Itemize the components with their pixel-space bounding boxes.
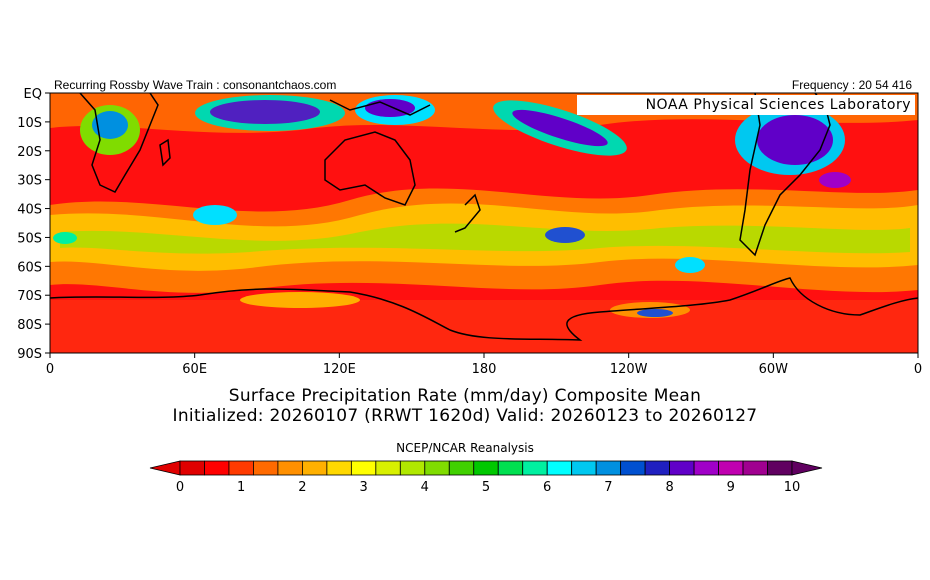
lat-label: 10S	[17, 116, 42, 131]
noaa-label: NOAA Physical Sciences Laboratory	[577, 95, 915, 115]
colorbar-swatch	[693, 460, 719, 476]
colorbar-label: 7	[604, 480, 612, 495]
colorbar-swatch	[718, 460, 744, 476]
colorbar-swatch	[350, 460, 377, 476]
colorbar-swatch	[277, 460, 303, 476]
colorbar-label: 6	[543, 480, 551, 495]
longitude-axis: 0 60E 120E 180 120W 60W 0	[46, 353, 922, 377]
colorbar-label: 5	[482, 480, 490, 495]
colorbar-label: 9	[727, 480, 735, 495]
colorbar-swatch	[571, 460, 597, 476]
lat-label: 70S	[17, 289, 42, 304]
colorbar-swatch	[253, 460, 279, 476]
colorbar: 0 1 2 3 4 5 6 7 8 9 10	[149, 460, 823, 495]
lat-label: 30S	[17, 174, 42, 189]
lat-label: 40S	[17, 203, 42, 218]
colorbar-arrow-right	[791, 460, 823, 476]
latitude-axis: EQ 10S 20S 30S 40S 50S 60S 70S 80S 90S	[17, 87, 50, 362]
colorbar-swatch	[546, 460, 573, 476]
lon-label: 0	[914, 362, 922, 377]
lon-label: 120W	[610, 362, 648, 377]
lat-label: 80S	[17, 318, 42, 333]
colorbar-swatch	[204, 460, 230, 476]
colorbar-swatch	[644, 460, 670, 476]
plot-title-line1: Surface Precipitation Rate (mm/day) Comp…	[228, 386, 702, 406]
lat-label: EQ	[24, 87, 42, 102]
colorbar-swatch	[742, 460, 768, 476]
data-source-label: NCEP/NCAR Reanalysis	[396, 441, 534, 455]
header-right-text: Frequency : 20 54 416	[791, 78, 912, 92]
colorbar-swatch	[399, 460, 426, 476]
lon-label: 180	[472, 362, 497, 377]
lat-label: 50S	[17, 231, 42, 246]
lon-label: 60E	[182, 362, 207, 377]
colorbar-swatch	[522, 460, 548, 476]
colorbar-swatch	[301, 460, 328, 476]
lon-label: 60W	[759, 362, 789, 377]
colorbar-swatch	[595, 460, 622, 476]
colorbar-swatch	[767, 460, 793, 476]
colorbar-swatch	[620, 460, 646, 476]
colorbar-arrow-left	[149, 460, 181, 476]
lon-label: 120E	[323, 362, 356, 377]
colorbar-swatch	[669, 460, 695, 476]
colorbar-swatch	[497, 460, 524, 476]
colorbar-swatch	[424, 460, 450, 476]
plot-title-line2: Initialized: 20260107 (RRWT 1620d) Valid…	[172, 406, 758, 426]
colorbar-label: 3	[359, 480, 367, 495]
colorbar-label: 0	[176, 480, 184, 495]
colorbar-swatch	[326, 460, 352, 476]
colorbar-swatch	[228, 460, 254, 476]
lon-label: 0	[46, 362, 54, 377]
lat-label: 90S	[17, 347, 42, 362]
colorbar-label: 2	[298, 480, 306, 495]
colorbar-swatch	[473, 460, 499, 476]
lat-label: 20S	[17, 145, 42, 160]
colorbar-label: 10	[784, 480, 801, 495]
header-left-text: Recurring Rossby Wave Train : consonantc…	[54, 78, 337, 92]
colorbar-label: 4	[421, 480, 429, 495]
colorbar-swatch	[375, 460, 401, 476]
colorbar-swatch	[448, 460, 475, 476]
coastlines	[50, 93, 918, 341]
colorbar-swatch	[179, 460, 205, 476]
lat-label: 60S	[17, 260, 42, 275]
precipitation-field	[50, 93, 918, 353]
colorbar-label: 1	[237, 480, 245, 495]
colorbar-label: 8	[665, 480, 673, 495]
